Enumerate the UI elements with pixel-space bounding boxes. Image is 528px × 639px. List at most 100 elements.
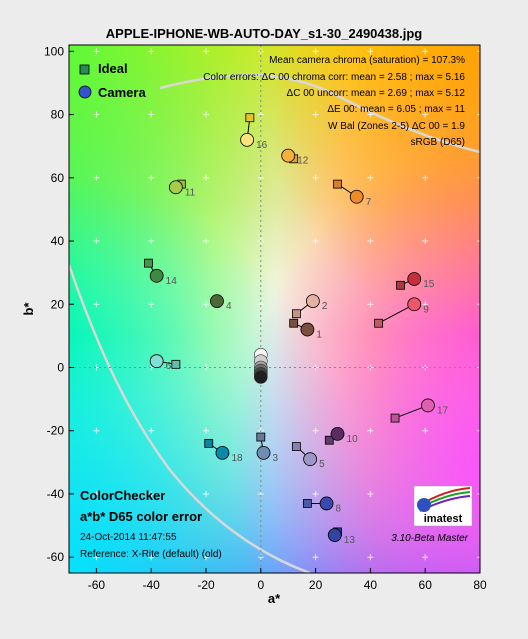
grid <box>93 48 480 561</box>
camera-marker <box>149 268 164 283</box>
point-label: 1 <box>316 330 322 341</box>
grid-cross <box>367 490 374 497</box>
y-tick-label: 20 <box>51 297 65 311</box>
point-label: 16 <box>256 140 268 151</box>
y-tick-label: 0 <box>57 360 64 374</box>
grid-cross <box>148 238 155 245</box>
point-label: 14 <box>166 276 178 287</box>
grid-cross <box>367 301 374 308</box>
camera-marker <box>319 496 334 511</box>
x-tick-label: -60 <box>88 578 106 592</box>
x-axis-label: a* <box>268 591 281 606</box>
grid-cross <box>422 174 429 181</box>
grid-cross <box>422 301 429 308</box>
chart-title: APPLE-IPHONE-WB-AUTO-DAY_s1-30_2490438.j… <box>106 26 422 41</box>
stat-chroma-corr: Color errors: ΔC 00 chroma corr: mean = … <box>203 72 465 83</box>
grid-cross <box>422 238 429 245</box>
point-label: 6 <box>166 361 172 372</box>
legend-camera-label: Camera <box>98 85 146 100</box>
ideal-series <box>144 113 405 537</box>
grid-cross <box>93 238 100 245</box>
grid-cross <box>477 427 480 434</box>
grid-cross <box>367 238 374 245</box>
x-tick-label: 40 <box>364 578 378 592</box>
grid-cross <box>422 427 429 434</box>
grid-cross <box>312 554 319 561</box>
stat-white-balance: W Bal (Zones 2-5) ΔC 00 = 1.9 <box>328 121 465 132</box>
grid-cross <box>312 427 319 434</box>
point-label: 10 <box>347 434 359 445</box>
ideal-marker <box>324 435 334 445</box>
point-label: 8 <box>336 503 342 514</box>
camera-marker <box>303 452 318 467</box>
x-tick-label: 60 <box>419 578 433 592</box>
grid-cross <box>312 490 319 497</box>
camera-marker <box>349 189 364 204</box>
grid-cross <box>312 48 319 55</box>
grid-cross <box>477 554 480 561</box>
grid-cross <box>477 174 480 181</box>
grid-cross <box>148 48 155 55</box>
y-tick-label: -60 <box>47 550 65 564</box>
grid-cross <box>477 490 480 497</box>
grid-cross <box>422 554 429 561</box>
grid-cross <box>477 364 480 371</box>
note-reference: Reference: X-Rite (default) (old) <box>80 549 222 560</box>
grid-cross <box>367 554 374 561</box>
grid-cross <box>422 111 429 118</box>
neutral-marker <box>253 370 268 384</box>
camera-marker <box>421 398 435 413</box>
y-tick-label: 60 <box>51 171 65 185</box>
camera-marker <box>168 180 183 195</box>
grid-cross <box>148 111 155 118</box>
grid-cross <box>93 490 100 497</box>
note-error-type: a*b* D65 color error <box>80 509 202 524</box>
ideal-marker <box>245 113 255 123</box>
ideal-marker <box>292 442 301 451</box>
grid-cross <box>93 174 100 181</box>
legend-ideal-label: Ideal <box>98 61 128 76</box>
grid-cross <box>148 490 155 497</box>
ideal-marker <box>256 432 266 442</box>
ideal-marker <box>302 499 312 508</box>
grid-cross <box>148 301 155 308</box>
grid-cross <box>148 427 155 434</box>
point-label: 11 <box>185 187 196 198</box>
plot-border <box>68 44 481 574</box>
point-label: 18 <box>231 453 243 464</box>
grid-cross <box>93 301 100 308</box>
grid-cross <box>203 554 209 561</box>
camera-marker <box>256 445 271 460</box>
chart-notes: ColorChecker a*b* D65 color error 24-Oct… <box>80 488 469 560</box>
grid-cross <box>422 48 429 55</box>
note-colorchecker: ColorChecker <box>80 488 165 503</box>
grid-cross <box>477 238 480 245</box>
stat-delta-e: ΔE 00: mean = 6.05 ; max = 11 <box>327 104 465 115</box>
camera-marker <box>215 445 230 460</box>
camera-marker <box>149 354 164 369</box>
imatest-logo: imatest <box>413 485 473 527</box>
grid-cross <box>312 111 319 118</box>
grid-cross <box>477 301 480 308</box>
ideal-marker <box>333 179 342 189</box>
point-label: 9 <box>423 304 429 315</box>
camera-series <box>149 132 435 542</box>
grid-cross <box>203 174 209 181</box>
x-tick-label: -40 <box>143 578 161 592</box>
ideal-marker <box>396 280 405 290</box>
grid-cross <box>93 48 100 55</box>
grid-cross <box>148 554 155 561</box>
camera-marker <box>407 297 422 312</box>
gamut-boundary-left <box>69 264 311 573</box>
legend: Ideal Camera <box>78 61 146 100</box>
grid-cross <box>312 174 319 181</box>
grid-cross <box>367 111 374 118</box>
camera-marker <box>327 528 342 542</box>
grid-cross <box>367 427 374 434</box>
grid-cross <box>203 48 209 55</box>
camera-marker <box>210 294 224 308</box>
grid-cross <box>203 490 209 497</box>
